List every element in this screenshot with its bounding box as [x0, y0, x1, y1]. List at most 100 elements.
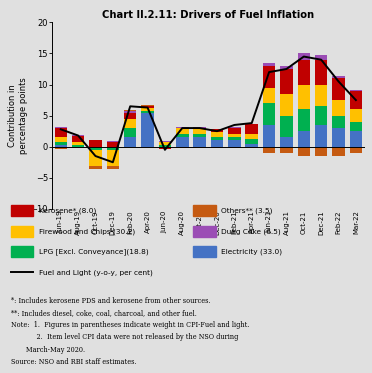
Y-axis label: Contribution in
percentage points: Contribution in percentage points	[7, 77, 28, 154]
Bar	[72, 135, 84, 142]
Bar	[246, 139, 258, 144]
Text: 2.  Item level CPI data were not released by the NSO during: 2. Item level CPI data were not released…	[11, 333, 238, 341]
Bar	[298, 53, 310, 60]
Bar	[211, 129, 223, 132]
Bar	[193, 129, 206, 134]
Bar	[124, 111, 137, 113]
Text: Others** (3.5): Others** (3.5)	[221, 207, 273, 214]
Bar	[280, 94, 293, 116]
Bar	[124, 113, 137, 119]
Bar	[228, 141, 241, 147]
Bar	[89, 166, 102, 169]
Bar	[228, 137, 241, 141]
Bar	[193, 137, 206, 147]
Bar	[298, 147, 310, 156]
Bar	[124, 110, 137, 111]
Bar	[263, 66, 275, 88]
Bar	[280, 69, 293, 94]
Bar	[211, 147, 223, 148]
Bar	[193, 128, 206, 129]
Bar	[246, 134, 258, 139]
Bar	[263, 88, 275, 103]
Bar	[350, 90, 362, 91]
Bar	[141, 106, 154, 108]
Text: Electricity (33.0): Electricity (33.0)	[221, 248, 282, 255]
Bar	[124, 119, 137, 128]
Text: LPG [Excl. Conveyance](18.8): LPG [Excl. Conveyance](18.8)	[39, 248, 149, 255]
Bar	[107, 142, 119, 147]
Text: Kerosene* (8.0): Kerosene* (8.0)	[39, 207, 96, 214]
Text: Firewood and Chips (30.2): Firewood and Chips (30.2)	[39, 228, 135, 235]
Text: March-May 2020.: March-May 2020.	[11, 346, 85, 354]
Bar	[298, 60, 310, 85]
Bar	[315, 125, 327, 147]
Bar	[228, 134, 241, 137]
Bar	[107, 150, 119, 166]
Bar	[350, 109, 362, 122]
Bar	[263, 147, 275, 153]
Bar	[315, 85, 327, 106]
Bar	[107, 141, 119, 142]
Bar	[107, 147, 119, 150]
Bar	[89, 147, 102, 150]
Bar	[141, 105, 154, 106]
Bar	[55, 137, 67, 142]
Bar	[298, 85, 310, 109]
Bar	[107, 166, 119, 169]
Bar	[315, 55, 327, 60]
Bar	[332, 147, 345, 156]
Bar	[246, 144, 258, 147]
Bar	[228, 147, 241, 148]
Bar	[246, 147, 258, 148]
Bar	[55, 142, 67, 145]
Bar	[263, 125, 275, 147]
Title: Chart II.2.11: Drivers of Fuel Inflation: Chart II.2.11: Drivers of Fuel Inflation	[102, 10, 314, 20]
Bar	[159, 141, 171, 142]
Bar	[263, 103, 275, 125]
Bar	[159, 145, 171, 147]
Bar	[176, 147, 189, 148]
Bar	[55, 145, 67, 147]
Bar	[89, 141, 102, 147]
Bar	[350, 91, 362, 109]
Bar	[72, 147, 84, 148]
Bar	[193, 134, 206, 137]
Text: **: Includes diesel, coke, coal, charcoal, and other fuel.: **: Includes diesel, coke, coal, charcoa…	[11, 309, 197, 317]
Text: Note:  1.  Figures in parentheses indicate weight in CPI-Fuel and light.: Note: 1. Figures in parentheses indicate…	[11, 321, 250, 329]
Bar	[332, 78, 345, 100]
Bar	[211, 137, 223, 141]
Bar	[159, 148, 171, 149]
Bar	[280, 66, 293, 69]
Bar	[124, 128, 137, 137]
Bar	[228, 128, 241, 134]
Bar	[280, 116, 293, 137]
Bar	[350, 131, 362, 147]
Bar	[350, 147, 362, 153]
Bar	[350, 122, 362, 131]
Bar	[124, 137, 137, 147]
Bar	[280, 137, 293, 147]
Bar	[89, 140, 102, 141]
Bar	[141, 108, 154, 111]
Bar	[315, 60, 327, 85]
Bar	[211, 132, 223, 137]
Bar	[141, 111, 154, 113]
Bar	[332, 100, 345, 116]
Bar	[193, 147, 206, 148]
Bar	[176, 128, 189, 134]
Bar	[55, 147, 67, 148]
Bar	[263, 63, 275, 66]
Text: Dung Cake (6.5): Dung Cake (6.5)	[221, 228, 281, 235]
Bar	[298, 109, 310, 131]
Bar	[72, 145, 84, 147]
Bar	[332, 128, 345, 147]
Bar	[332, 116, 345, 128]
Bar	[332, 76, 345, 78]
Bar	[141, 113, 154, 147]
Bar	[72, 142, 84, 145]
Bar	[159, 142, 171, 145]
Bar	[89, 150, 102, 166]
Bar	[176, 134, 189, 137]
Bar	[315, 106, 327, 125]
Bar	[159, 147, 171, 148]
